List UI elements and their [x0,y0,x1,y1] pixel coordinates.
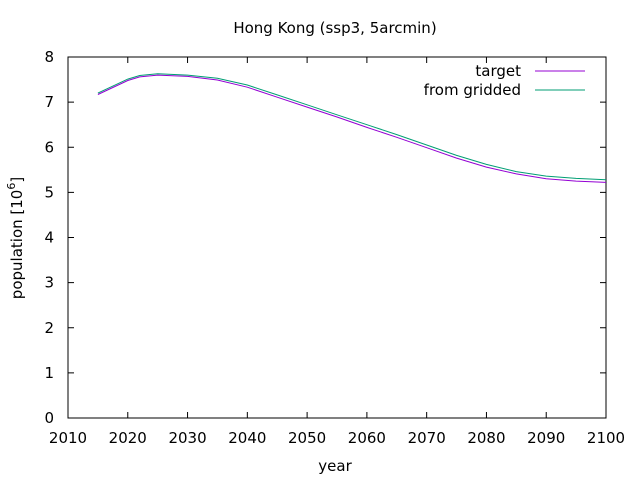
y-tick-label: 6 [44,138,54,156]
x-tick-label: 2080 [467,429,505,447]
x-tick-label: 2090 [527,429,565,447]
series-line-from-gridded [97,73,607,181]
y-axis-label-exponent: 6 [5,183,18,190]
y-tick-label: 1 [44,364,54,382]
legend-label-target: target [475,62,521,80]
y-axis-label-close: ] [8,177,26,183]
y-axis: 0 1 2 3 4 5 6 7 8 [44,48,606,427]
chart-title: Hong Kong (ssp3, 5arcmin) [233,19,436,37]
series-line-target [97,74,607,183]
legend: target from gridded [424,62,585,99]
x-tick-label: 2050 [288,429,326,447]
plot-frame [67,56,607,419]
y-axis-label: population [106] [5,177,26,299]
x-tick-label: 2040 [228,429,266,447]
y-tick-label: 8 [44,48,54,66]
y-tick-label: 2 [44,319,54,337]
x-axis-label: year [318,457,352,475]
x-tick-label: 2030 [168,429,206,447]
y-axis-label-base: population [10 [8,190,26,300]
plot-frame-border [67,56,607,419]
legend-label-from-gridded: from gridded [424,81,521,99]
x-tick-label: 2100 [587,429,625,447]
y-tick-label: 5 [44,183,54,201]
y-tick-label: 7 [44,93,54,111]
x-tick-label: 2070 [408,429,446,447]
x-axis: 2010 2020 2030 2040 2050 2060 2070 2080 2090 2100 [49,57,625,447]
y-tick-label: 0 [44,409,54,427]
x-tick-label: 2060 [348,429,386,447]
series-lines [97,73,607,183]
y-tick-label: 3 [44,274,54,292]
x-tick-label: 2010 [49,429,87,447]
x-tick-label: 2020 [109,429,147,447]
y-tick-label: 4 [44,229,54,247]
